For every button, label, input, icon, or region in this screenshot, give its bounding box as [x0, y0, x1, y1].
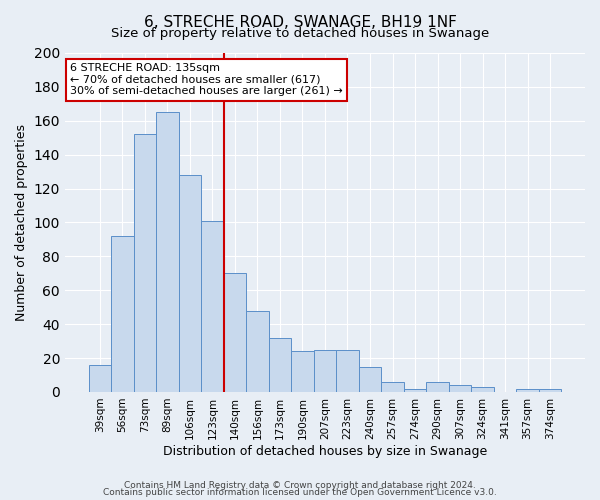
Bar	[291, 352, 314, 392]
Bar	[201, 221, 224, 392]
Bar	[472, 387, 494, 392]
X-axis label: Distribution of detached houses by size in Swanage: Distribution of detached houses by size …	[163, 444, 487, 458]
Bar	[89, 365, 111, 392]
Text: Contains public sector information licensed under the Open Government Licence v3: Contains public sector information licen…	[103, 488, 497, 497]
Bar	[381, 382, 404, 392]
Bar	[269, 338, 291, 392]
Bar	[517, 388, 539, 392]
Text: 6, STRECHE ROAD, SWANAGE, BH19 1NF: 6, STRECHE ROAD, SWANAGE, BH19 1NF	[143, 15, 457, 30]
Bar	[156, 112, 179, 392]
Text: Size of property relative to detached houses in Swanage: Size of property relative to detached ho…	[111, 28, 489, 40]
Bar	[539, 388, 562, 392]
Bar	[224, 274, 246, 392]
Bar	[449, 385, 472, 392]
Y-axis label: Number of detached properties: Number of detached properties	[15, 124, 28, 321]
Bar	[134, 134, 156, 392]
Bar	[111, 236, 134, 392]
Bar	[336, 350, 359, 392]
Bar	[404, 388, 426, 392]
Bar	[314, 350, 336, 392]
Bar	[246, 310, 269, 392]
Text: Contains HM Land Registry data © Crown copyright and database right 2024.: Contains HM Land Registry data © Crown c…	[124, 480, 476, 490]
Bar	[426, 382, 449, 392]
Text: 6 STRECHE ROAD: 135sqm
← 70% of detached houses are smaller (617)
30% of semi-de: 6 STRECHE ROAD: 135sqm ← 70% of detached…	[70, 63, 343, 96]
Bar	[179, 175, 201, 392]
Bar	[359, 366, 381, 392]
